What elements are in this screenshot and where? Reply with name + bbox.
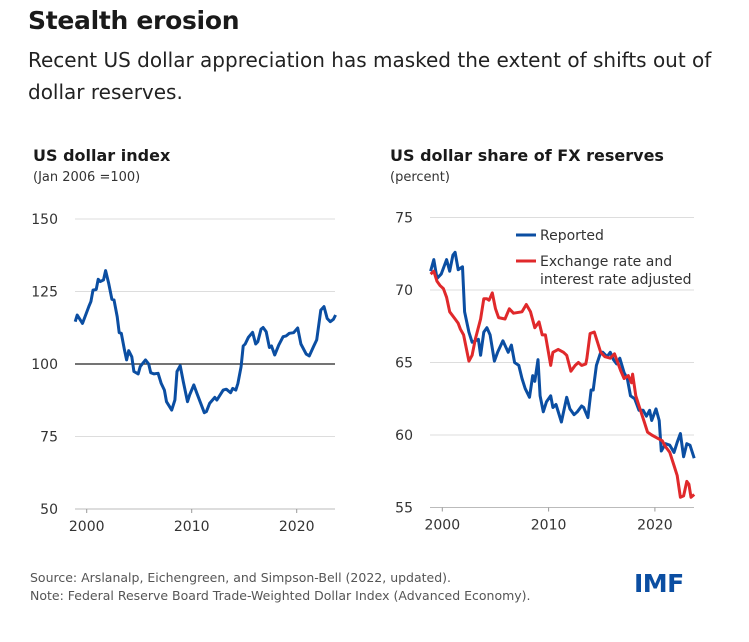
right-x-tick-label: 2010 xyxy=(531,518,567,534)
footnote: Note: Federal Reserve Board Trade-Weight… xyxy=(30,588,531,603)
right-x-tick-label: 2020 xyxy=(637,518,673,534)
left-y-tick-label: 100 xyxy=(31,357,58,373)
left-y-tick-label: 125 xyxy=(31,285,58,301)
page-title: Stealth erosion xyxy=(28,6,240,35)
legend-label-reported: Reported xyxy=(540,228,604,244)
left-x-tick-label: 2000 xyxy=(69,519,105,535)
right-y-tick-label: 60 xyxy=(395,428,413,444)
left-x-tick-label: 2020 xyxy=(279,519,315,535)
imf-logo: IMF xyxy=(634,569,684,598)
page-subtitle: Recent US dollar appreciation has masked… xyxy=(28,48,712,104)
right-y-tick-label: 65 xyxy=(395,356,413,372)
right-series-line-exchange xyxy=(429,269,696,499)
left-y-tick-label: 75 xyxy=(40,430,58,446)
right-chart-title: US dollar share of FX reserves xyxy=(390,146,664,165)
right-y-tick-label: 70 xyxy=(395,283,413,299)
left-chart-title: US dollar index xyxy=(33,146,171,165)
legend-label-adjusted: Exchange rate and interest rate adjusted xyxy=(540,254,692,288)
right-chart-subtitle: (percent) xyxy=(390,170,450,185)
left-y-tick-label: 150 xyxy=(31,212,58,228)
right-x-tick-label: 2000 xyxy=(424,518,460,534)
left-chart-subtitle: (Jan 2006 =100) xyxy=(33,170,141,185)
right-y-tick-label: 75 xyxy=(395,211,413,227)
left-x-tick-label: 2010 xyxy=(174,519,210,535)
right-y-tick-label: 55 xyxy=(395,501,413,517)
left-series-line-0 xyxy=(73,269,337,415)
source-note: Source: Arslanalp, Eichengreen, and Simp… xyxy=(30,570,452,585)
left-y-tick-label: 50 xyxy=(40,502,58,518)
